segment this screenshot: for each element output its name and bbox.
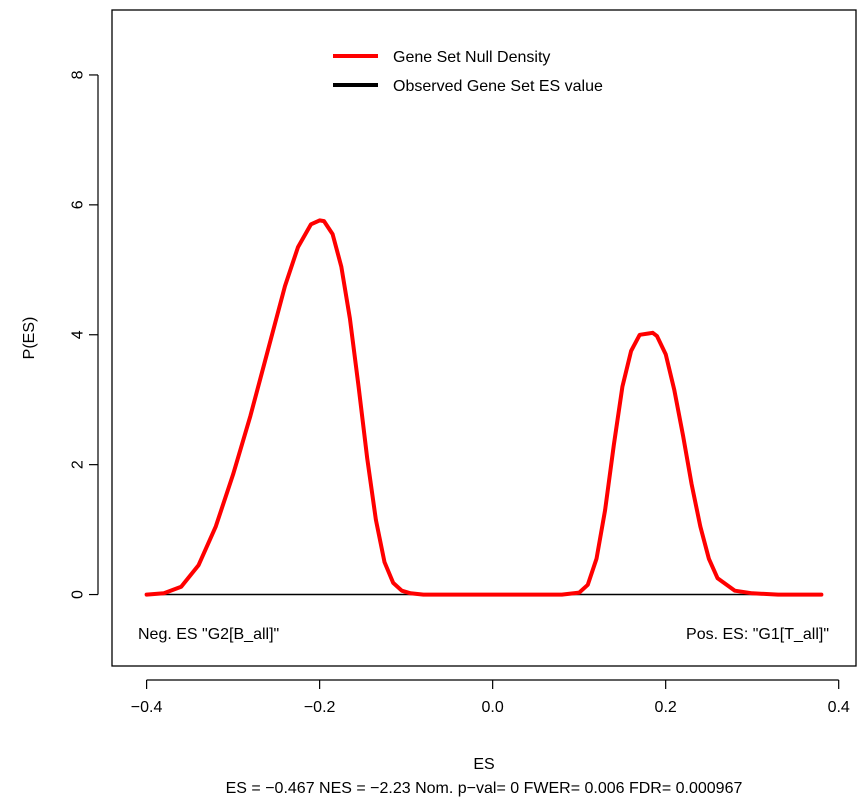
- y-tick-label: 6: [70, 200, 87, 209]
- chart-subtitle: ES = −0.467 NES = −2.23 Nom. p−val= 0 FW…: [226, 780, 743, 797]
- x-tick-label: 0.4: [828, 699, 850, 716]
- null-density-curve: [144, 218, 824, 597]
- x-axis-title: ES: [473, 756, 494, 773]
- x-axis: −0.4 −0.2 0.0 0.2 0.4: [131, 679, 850, 716]
- x-tick-label: −0.4: [131, 699, 163, 716]
- legend-label-observed-es: Observed Gene Set ES value: [393, 78, 603, 95]
- x-tick-label: 0.0: [482, 699, 504, 716]
- y-tick-label: 2: [70, 460, 87, 469]
- x-tick-label: −0.2: [304, 699, 336, 716]
- legend-label-null-density: Gene Set Null Density: [393, 49, 550, 66]
- legend: Gene Set Null Density Observed Gene Set …: [333, 49, 603, 95]
- y-axis: 0 2 4 6 8: [70, 70, 99, 599]
- y-axis-title: P(ES): [21, 317, 38, 360]
- x-tick-label: 0.2: [655, 699, 677, 716]
- y-tick-label: 0: [70, 590, 87, 599]
- plot-frame: [111, 9, 857, 667]
- y-tick-label: 4: [70, 330, 87, 339]
- annotation-pos-es: Pos. ES: "G1[T_all]": [686, 626, 829, 643]
- y-tick-label: 8: [70, 70, 87, 79]
- annotation-neg-es: Neg. ES "G2[B_all]": [138, 626, 279, 643]
